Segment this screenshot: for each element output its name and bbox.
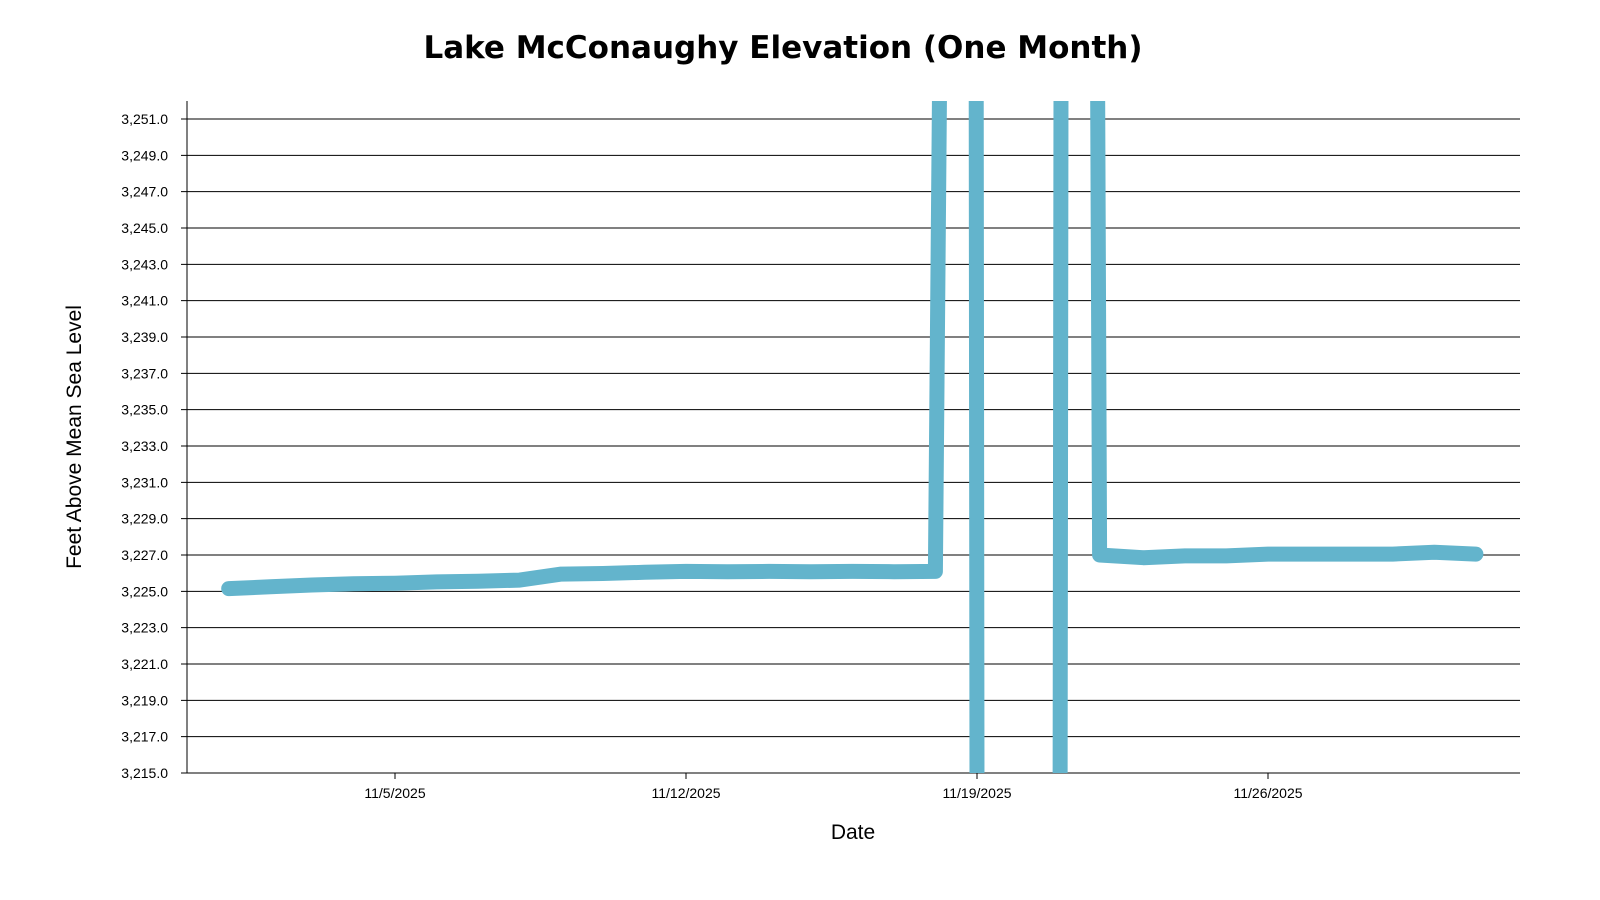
- y-tick-label: 3,223.0: [121, 620, 168, 636]
- y-tick-label: 3,221.0: [121, 656, 168, 672]
- y-tick-label: 3,241.0: [121, 293, 168, 309]
- x-tick-label: 11/19/2025: [942, 785, 1011, 801]
- y-tick-label: 3,233.0: [121, 438, 168, 454]
- chart-title: Lake McConaughy Elevation (One Month): [423, 30, 1143, 66]
- x-axis-label: Date: [831, 821, 875, 844]
- gridlines: [181, 118, 1520, 774]
- y-tick-label: 3,243.0: [121, 256, 168, 272]
- x-tick-label: 11/12/2025: [651, 785, 720, 801]
- y-tick-label: 3,237.0: [121, 365, 168, 381]
- y-tick-label: 3,217.0: [121, 729, 168, 745]
- y-tick-label: 3,225.0: [121, 583, 168, 599]
- y-tick-label: 3,231.0: [121, 474, 168, 490]
- series-line-elevation: [221, 101, 1484, 773]
- y-tick-label: 3,215.0: [121, 765, 168, 781]
- y-tick-label: 3,219.0: [121, 692, 168, 708]
- x-axis-ticks: 11/5/2025 11/12/2025 11/19/2025 11/26/2025: [364, 773, 1303, 801]
- x-tick-label: 11/5/2025: [364, 785, 425, 801]
- y-tick-label: 3,235.0: [121, 402, 168, 418]
- y-tick-label: 3,251.0: [121, 111, 168, 127]
- y-tick-label: 3,227.0: [121, 547, 168, 563]
- y-tick-label: 3,245.0: [121, 220, 168, 236]
- y-tick-label: 3,229.0: [121, 511, 168, 527]
- y-tick-label: 3,247.0: [121, 184, 168, 200]
- x-tick-label: 11/26/2025: [1233, 785, 1302, 801]
- y-axis-label: Feet Above Mean Sea Level: [63, 305, 86, 569]
- y-tick-label: 3,249.0: [121, 147, 168, 163]
- y-tick-label: 3,239.0: [121, 329, 168, 345]
- y-axis-ticks: 3,215.0 3,217.0 3,219.0 3,221.0 3,223.0 3,225…: [121, 111, 168, 781]
